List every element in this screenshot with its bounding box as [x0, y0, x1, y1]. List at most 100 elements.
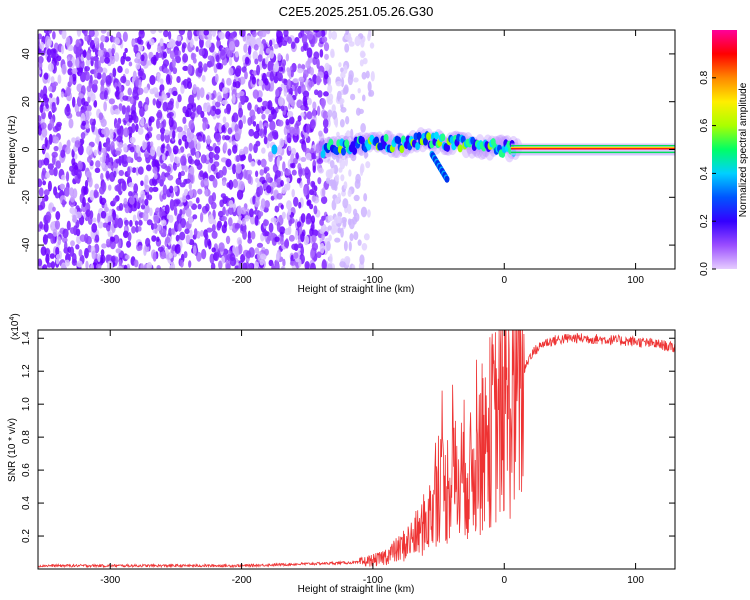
- spectrogram-noise-cell: [75, 111, 82, 117]
- spectrogram-noise-cell: [227, 206, 234, 215]
- spectrogram-noise-cell: [265, 172, 271, 183]
- spectrogram-noise-cell: [178, 30, 186, 36]
- spectrogram-noise-cell: [160, 78, 164, 85]
- spectrogram-noise-cell: [305, 218, 312, 225]
- spectrogram-noise-cell: [353, 231, 359, 241]
- spectrogram-noise-cell: [320, 196, 328, 205]
- colorbar-tick-label: 0.6: [699, 118, 710, 132]
- spectrogram-noise-cell: [46, 48, 52, 56]
- spectrogram-noise-cell: [347, 32, 352, 40]
- spectrogram-noise-cell: [247, 45, 252, 55]
- spectrogram-noise-cell: [321, 186, 326, 198]
- spectrogram-noise-cell: [173, 156, 181, 164]
- spectrogram-noise-cell: [360, 206, 368, 218]
- spectrogram-noise-cell: [304, 168, 310, 174]
- spectrogram-noise-cell: [216, 222, 221, 231]
- spectrogram-noise-cell: [92, 79, 99, 85]
- spectrogram-noise-cell: [251, 114, 256, 121]
- spectrogram-noise-cell: [293, 252, 299, 259]
- spectrogram-noise-cell: [82, 50, 87, 58]
- spectrogram-noise-cell: [146, 261, 153, 269]
- spectrogram-noise-cell: [284, 238, 289, 249]
- colorbar-tick-label: 0.8: [699, 70, 710, 84]
- spectrogram-noise-cell: [120, 75, 127, 84]
- spectrogram-noise-cell: [348, 218, 355, 230]
- spectrogram-noise-cell: [253, 261, 259, 269]
- spectrogram-noise-cell: [345, 30, 350, 35]
- spectrogram-signal-cell: [383, 133, 389, 142]
- spectrogram-noise-cell: [268, 113, 273, 120]
- spectrogram-noise-cell: [239, 94, 246, 103]
- spectrogram-noise-cell: [41, 196, 46, 203]
- spectrogram-noise-cell: [235, 155, 241, 163]
- spectrogram-noise-cell: [261, 113, 266, 120]
- spectrogram-noise-cell: [334, 117, 339, 128]
- spectrogram-noise-cell: [313, 51, 320, 60]
- spectrogram-noise-cell: [176, 213, 182, 224]
- spectrogram-noise-cell: [202, 134, 206, 143]
- spectrogram-noise-cell: [275, 260, 279, 269]
- spectrogram-noise-cell: [168, 30, 172, 40]
- spectrogram-noise-cell: [361, 94, 366, 102]
- spectrogram-noise-cell: [313, 89, 319, 96]
- spectrogram-xtick-label: 100: [627, 275, 644, 286]
- spectrogram-noise-cell: [108, 208, 113, 217]
- spectrogram-noise-cell: [100, 162, 106, 169]
- spectrogram-noise-cell: [136, 52, 141, 60]
- spectrogram-noise-cell: [50, 76, 55, 84]
- spectrogram-noise-cell: [286, 177, 291, 183]
- spectrogram-noise-cell: [182, 42, 187, 49]
- spectrogram-noise-cell: [45, 211, 52, 222]
- spectrogram-noise-cell: [223, 220, 228, 229]
- spectrogram-noise-cell: [86, 85, 92, 93]
- spectrogram-noise-cell: [269, 39, 273, 47]
- spectrogram-noise-cell: [179, 231, 186, 241]
- spectrogram-noise-cell: [124, 254, 130, 260]
- spectrogram-noise-cell: [348, 241, 352, 252]
- spectrogram-noise-cell: [97, 253, 101, 263]
- spectrogram-noise-cell: [184, 165, 188, 173]
- spectrogram-noise-cell: [192, 214, 198, 220]
- spectrogram-noise-cell: [44, 136, 48, 148]
- spectrogram-noise-cell: [161, 219, 167, 227]
- spectrogram-noise-cell: [137, 87, 144, 95]
- spectrogram-noise-cell: [47, 62, 55, 72]
- spectrogram-noise-cell: [38, 69, 42, 75]
- spectrogram-noise-cell: [280, 105, 285, 112]
- spectrogram-noise-cell: [225, 158, 232, 168]
- spectrogram-noise-cell: [286, 110, 294, 118]
- spectrogram-noise-cell: [69, 227, 75, 235]
- spectrogram-noise-cell: [240, 253, 246, 263]
- spectrogram-noise-cell: [114, 184, 120, 192]
- spectrogram-noise-cell: [103, 127, 110, 138]
- spectrogram-noise-cell: [145, 164, 152, 171]
- spectrogram-noise-cell: [50, 52, 56, 59]
- spectrogram-noise-cell: [123, 143, 128, 153]
- spectrogram-noise-cell: [225, 235, 231, 245]
- spectrogram-ytick-label: 40: [21, 48, 32, 60]
- spectrogram-noise-cell: [175, 100, 180, 109]
- spectrogram-noise-cell: [186, 81, 193, 90]
- spectrogram-noise-cell: [288, 234, 295, 242]
- spectrogram-noise-cell: [271, 263, 276, 269]
- spectrogram-noise-cell: [38, 258, 43, 267]
- spectrogram-noise-cell: [46, 262, 52, 268]
- spectrogram-noise-cell: [64, 186, 70, 198]
- spectrogram-noise-cell: [340, 67, 344, 73]
- colorbar-strip: [712, 30, 737, 269]
- spectrogram-noise-cell: [144, 198, 149, 206]
- spectrogram-noise-cell: [228, 41, 235, 51]
- spectrogram-noise-cell: [264, 78, 269, 86]
- spectrogram-noise-cell: [116, 266, 123, 269]
- spectrogram-noise-cell: [76, 95, 83, 107]
- spectrogram-noise-cell: [152, 223, 158, 229]
- spectrogram-noise-cell: [312, 229, 319, 237]
- spectrogram-noise-cell: [306, 175, 311, 186]
- spectrogram-noise-cell: [128, 61, 133, 67]
- spectrogram-noise-cell: [208, 214, 214, 225]
- spectrogram-noise-cell: [103, 101, 107, 112]
- spectrogram-noise-cell: [92, 217, 97, 223]
- spectrogram-noise-cell: [321, 259, 328, 269]
- spectrogram-noise-cell: [85, 171, 92, 178]
